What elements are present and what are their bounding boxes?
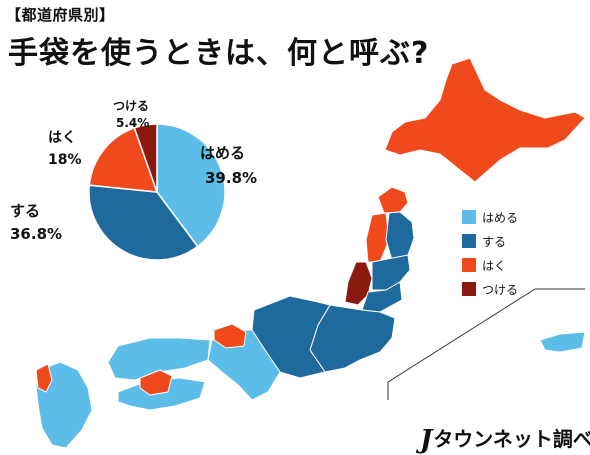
map-region-kagawa bbox=[139, 369, 173, 396]
brand-mark: J bbox=[420, 425, 433, 455]
map-region-chugoku bbox=[107, 337, 211, 381]
pie-chart: はめる 39.8% する 36.8% はく 18% つける 5.4% bbox=[10, 99, 257, 261]
inset-divider-line bbox=[387, 288, 536, 383]
legend-item: つける bbox=[462, 277, 518, 301]
legend-swatch bbox=[462, 258, 476, 272]
map-region-yamagata bbox=[344, 261, 373, 306]
brand-logo: Jタウンネット調べ bbox=[420, 423, 590, 455]
pie-slice bbox=[88, 126, 159, 193]
pie-category-label: はめる bbox=[200, 144, 245, 162]
header-tag: 【都道府県別】 bbox=[6, 6, 115, 24]
legend-label: する bbox=[482, 234, 507, 249]
pie-value-label: 18% bbox=[48, 152, 82, 168]
map-region-iwate bbox=[385, 211, 415, 261]
legend-label: つける bbox=[482, 282, 519, 297]
map-region-nagasaki bbox=[35, 363, 53, 393]
pie-category-label: する bbox=[10, 202, 40, 220]
legend-swatch bbox=[462, 210, 476, 224]
pie-slice bbox=[88, 184, 199, 261]
pie-category-label: つける bbox=[113, 99, 149, 113]
legend-label: はく bbox=[482, 258, 507, 273]
pie-slice bbox=[133, 123, 158, 193]
legend-item: はめる bbox=[462, 205, 518, 229]
map-region-shiga bbox=[213, 323, 247, 349]
map-region-aomori bbox=[377, 186, 409, 214]
pie-value-label: 5.4% bbox=[116, 116, 149, 130]
legend-swatch bbox=[462, 234, 476, 248]
map-region-okinawa bbox=[539, 331, 586, 353]
japan-map bbox=[35, 57, 586, 449]
pie-value-label: 36.8% bbox=[10, 225, 62, 243]
legend-label: はめる bbox=[482, 210, 519, 225]
map-region-hokkaido bbox=[384, 57, 586, 183]
legend: はめる する はく つける bbox=[462, 205, 518, 301]
legend-item: はく bbox=[462, 253, 518, 277]
map-region-akita bbox=[365, 212, 390, 263]
brand-name: タウンネット調べ bbox=[433, 427, 590, 451]
page-title: 手袋を使うときは、何と呼ぶ? bbox=[8, 36, 430, 71]
pie-value-label: 39.8% bbox=[205, 169, 257, 187]
pie-slice bbox=[156, 123, 226, 248]
pie-category-label: はく bbox=[48, 130, 76, 146]
legend-item: する bbox=[462, 229, 518, 253]
legend-swatch bbox=[462, 282, 476, 296]
